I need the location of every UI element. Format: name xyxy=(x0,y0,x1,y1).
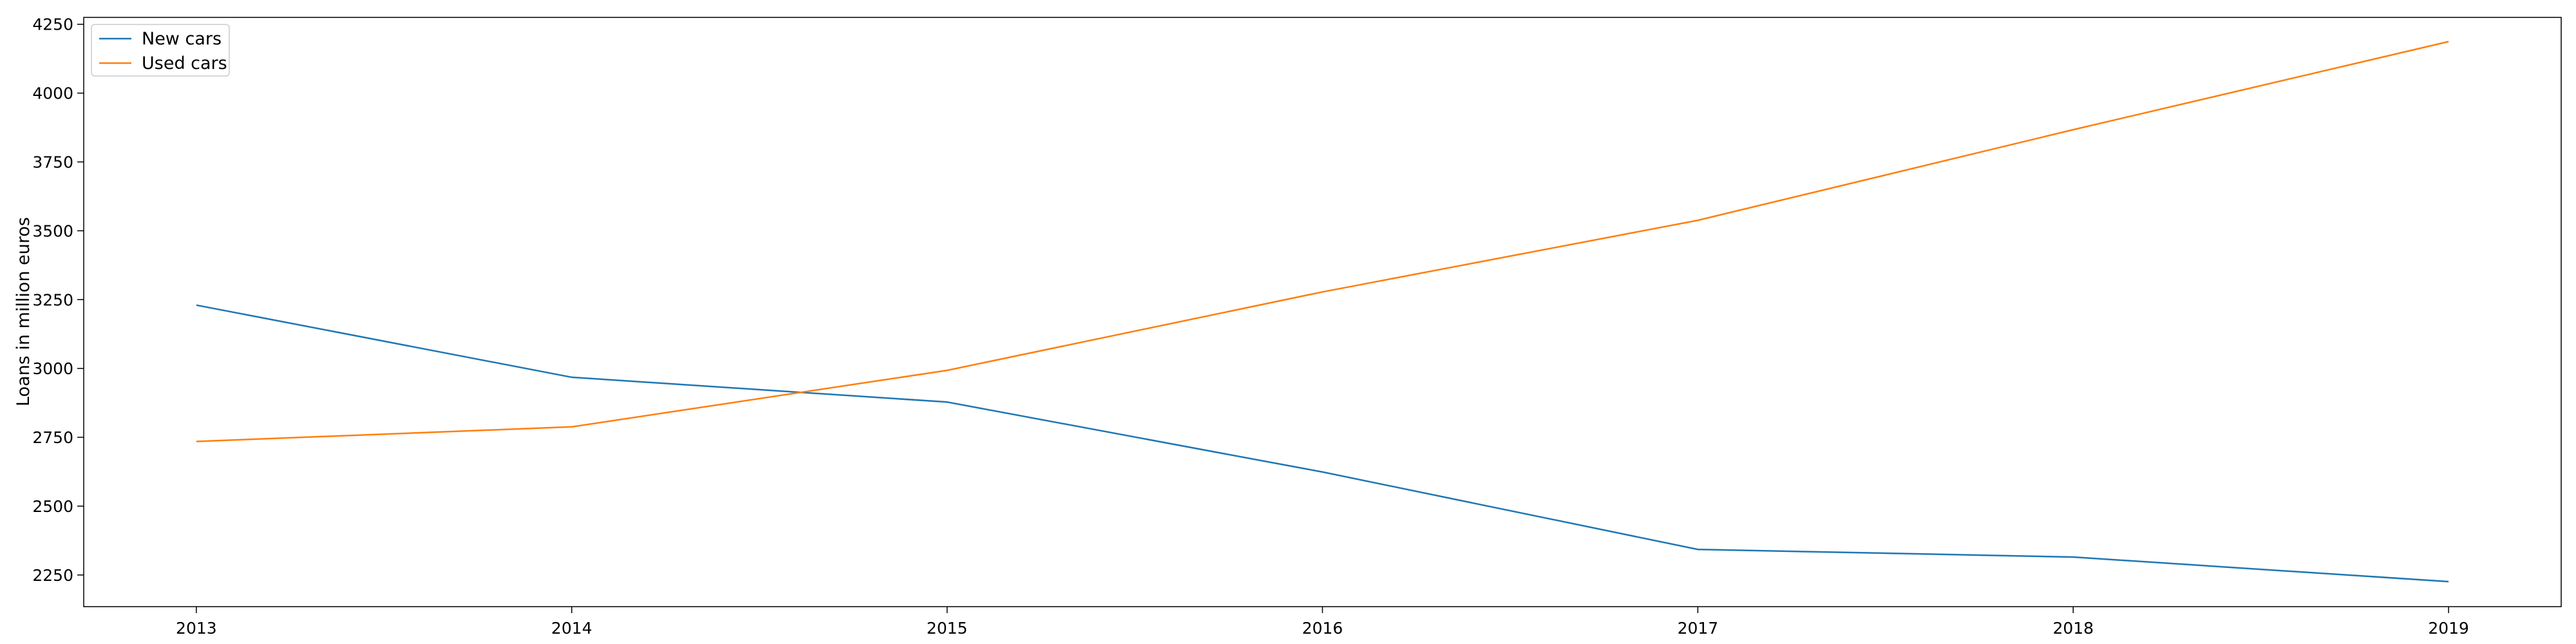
x-axis: 2013 2014 2015 2016 2017 2018 2019 xyxy=(176,607,2469,638)
plot-area xyxy=(83,17,2562,607)
series-line-new-cars xyxy=(196,304,2449,583)
legend-label: New cars xyxy=(142,29,222,49)
data-point xyxy=(1322,471,1323,473)
data-point xyxy=(1322,291,1323,292)
x-tick-label: 2019 xyxy=(2428,619,2469,638)
x-tick-label: 2018 xyxy=(2052,619,2094,638)
data-point xyxy=(2448,581,2449,582)
data-point xyxy=(1697,220,1698,221)
data-point xyxy=(571,426,573,428)
legend: New cars Used cars xyxy=(91,24,230,77)
data-point xyxy=(947,370,948,371)
y-tick-label: 3250 xyxy=(32,290,73,309)
data-point xyxy=(571,377,573,378)
data-point xyxy=(196,440,197,442)
data-point xyxy=(2072,129,2074,130)
x-tick-label: 2015 xyxy=(927,619,968,638)
y-tick-label: 3500 xyxy=(32,222,73,240)
y-axis-label: Loans in million euros xyxy=(14,217,33,406)
y-axis: 2250 2500 2750 3000 3250 3500 3750 4000 4250 xyxy=(32,15,84,585)
x-tick-label: 2016 xyxy=(1302,619,1343,638)
y-tick-label: 2750 xyxy=(32,428,73,447)
x-tick-label: 2017 xyxy=(1678,619,1719,638)
legend-label: Used cars xyxy=(142,53,227,73)
data-point xyxy=(947,401,948,402)
data-point xyxy=(1697,549,1698,550)
series-lines xyxy=(196,41,2449,583)
data-point xyxy=(196,305,197,306)
data-point xyxy=(2448,41,2449,43)
x-tick-label: 2013 xyxy=(176,619,217,638)
y-tick-label: 3750 xyxy=(32,153,73,171)
series-line-used-cars xyxy=(196,41,2449,442)
y-tick-label: 4250 xyxy=(32,15,73,34)
y-tick-label: 2500 xyxy=(32,497,73,516)
y-tick-label: 2250 xyxy=(32,566,73,585)
y-tick-label: 4000 xyxy=(32,84,73,103)
data-point xyxy=(2072,556,2074,558)
y-tick-label: 3000 xyxy=(32,359,73,378)
x-tick-label: 2014 xyxy=(551,619,592,638)
